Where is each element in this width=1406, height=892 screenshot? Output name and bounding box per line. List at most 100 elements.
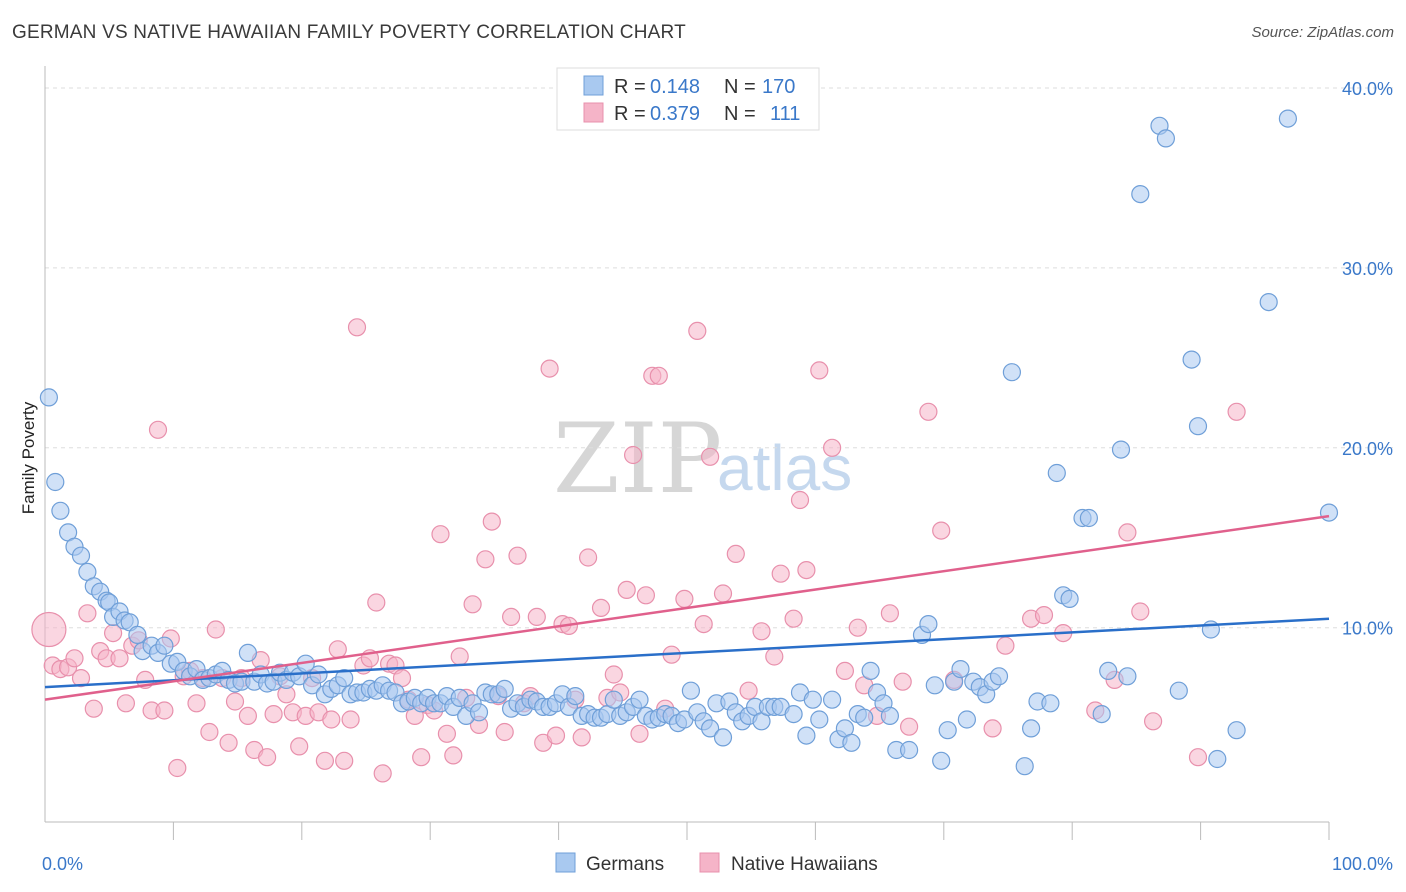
hawaiian-point	[502, 607, 521, 627]
hawaiian-point	[527, 607, 546, 627]
german-trend-line	[44, 617, 1330, 689]
x-ticks	[172, 822, 1330, 840]
legend-german-n-value: 170	[762, 76, 795, 98]
y-tick-label: 20.0%	[1342, 439, 1393, 459]
hawaiian-point	[110, 649, 129, 668]
german-point	[1092, 704, 1111, 724]
hawaiian-point	[238, 706, 257, 726]
hawaiian-point	[168, 758, 187, 778]
hawaiian-point	[797, 560, 816, 580]
hawaiian-point	[604, 665, 623, 684]
german-points	[39, 109, 1339, 776]
german-point	[938, 721, 957, 740]
bottom-legend-german-swatch	[555, 852, 576, 873]
hawaiian-point	[591, 598, 611, 618]
legend-hawaiian-r-value: 0.379	[650, 103, 700, 125]
hawaiian-point	[1131, 602, 1150, 621]
hawaiian-point	[219, 733, 238, 752]
german-point	[1156, 129, 1176, 148]
legend-hawaiian-n-value: 111	[770, 103, 800, 125]
hawaiian-point	[771, 564, 790, 583]
y-tick-labels: 10.0% 20.0% 30.0% 40.0%	[1342, 79, 1393, 639]
german-point	[1041, 694, 1060, 713]
hawaiian-point	[200, 722, 219, 742]
legend-hawaiian-r-label: R =	[614, 103, 646, 125]
hawaiian-point	[78, 604, 97, 623]
hawaiian-point	[367, 593, 386, 612]
hawaiian-point	[996, 636, 1015, 655]
german-point	[1319, 503, 1339, 522]
german-point	[1047, 463, 1066, 483]
german-point	[1182, 350, 1201, 369]
hawaiian-point	[617, 580, 636, 600]
german-point	[899, 740, 919, 760]
hawaiian-point	[495, 722, 514, 742]
hawaiian-point	[1143, 712, 1163, 731]
german-point	[1111, 440, 1131, 459]
hawaiian-point	[784, 609, 803, 628]
hawaiian-point	[623, 445, 643, 465]
hawaiian-point	[412, 748, 431, 767]
german-point	[1079, 508, 1099, 528]
german-point	[951, 659, 970, 679]
hawaiian-point	[649, 366, 668, 385]
german-point	[713, 728, 733, 747]
german-point	[1131, 185, 1150, 204]
legend-hawaiian-n-label: N =	[724, 103, 756, 125]
hawaiian-point	[893, 672, 912, 691]
german-point	[1021, 719, 1041, 738]
hawaiian-point	[713, 584, 733, 603]
hawaiian-point	[450, 647, 469, 666]
hawaiian-point	[932, 521, 951, 540]
hawaiian-point	[880, 604, 900, 623]
german-point	[880, 706, 900, 726]
hawaiian-point	[290, 737, 309, 756]
hawaiian-point	[572, 728, 591, 747]
hawaiian-point	[1227, 402, 1246, 421]
german-point	[810, 710, 829, 729]
german-point	[797, 726, 816, 745]
y-axis-title: Family Poverty	[19, 401, 38, 514]
x-tick-label-max: 100.0%	[1332, 854, 1393, 874]
german-point	[630, 690, 649, 709]
german-point	[1118, 667, 1137, 686]
hawaiian-point	[899, 717, 919, 736]
x-tick-label-min: 0.0%	[42, 854, 83, 874]
hawaiian-point	[983, 719, 1002, 738]
y-tick-label: 30.0%	[1342, 259, 1393, 279]
german-point	[1227, 721, 1246, 740]
german-point	[1015, 757, 1034, 776]
hawaiian-point	[437, 724, 456, 743]
german-point	[566, 686, 585, 706]
german-point	[51, 501, 70, 520]
chart-title: GERMAN VS NATIVE HAWAIIAN FAMILY POVERTY…	[12, 22, 686, 43]
legend-german-n-label: N =	[724, 76, 756, 98]
german-point	[681, 681, 701, 700]
german-point	[1208, 749, 1227, 769]
hawaiian-point	[431, 525, 450, 544]
german-point	[989, 667, 1009, 686]
german-point	[1259, 293, 1278, 312]
german-point	[1002, 363, 1022, 382]
german-point	[932, 751, 951, 770]
german-point	[335, 668, 354, 688]
german-point	[842, 733, 861, 752]
hawaiian-point	[71, 668, 91, 688]
legend-german-r-label: R =	[614, 76, 646, 98]
hawaiian-point	[636, 586, 656, 605]
hawaiian-point	[822, 438, 842, 457]
hawaiian-point	[258, 748, 277, 767]
source-label: Source: ZipAtlas.com	[1251, 24, 1394, 41]
hawaiian-point	[630, 724, 649, 743]
hawaiian-point	[1188, 748, 1208, 767]
hawaiian-point	[835, 661, 855, 681]
hawaiian-point	[476, 550, 495, 569]
german-point	[128, 625, 147, 645]
german-point	[469, 703, 489, 722]
hawaiian-point	[752, 622, 771, 641]
hawaiian-point	[1118, 523, 1137, 542]
hawaiian-trend-line	[44, 514, 1330, 701]
hawaiian-point	[264, 704, 283, 724]
y-tick-label: 40.0%	[1342, 79, 1393, 99]
